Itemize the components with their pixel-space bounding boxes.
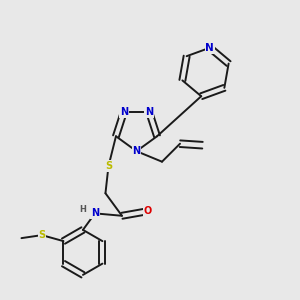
Text: N: N (91, 208, 99, 218)
Text: N: N (132, 146, 141, 156)
Text: O: O (143, 206, 152, 216)
Text: S: S (38, 230, 45, 240)
Text: N: N (120, 107, 128, 117)
Text: H: H (80, 205, 86, 214)
Text: S: S (105, 161, 112, 171)
Text: N: N (145, 107, 153, 117)
Text: N: N (206, 43, 214, 53)
